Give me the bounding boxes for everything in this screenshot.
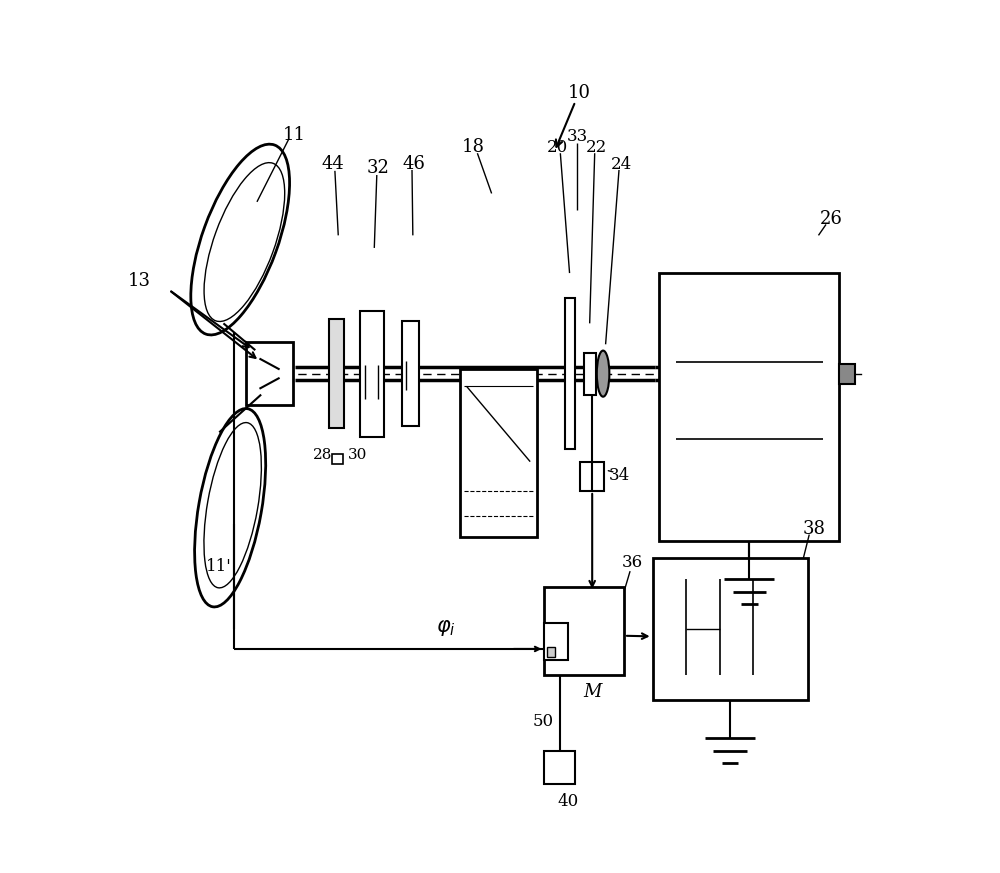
Ellipse shape xyxy=(597,351,609,396)
Bar xyxy=(653,558,808,700)
Text: 13: 13 xyxy=(128,272,151,291)
Text: 11': 11' xyxy=(206,558,232,575)
Text: 10: 10 xyxy=(568,84,591,102)
Text: 46: 46 xyxy=(402,155,425,173)
Text: $\varphi_i$: $\varphi_i$ xyxy=(436,618,455,638)
Text: 18: 18 xyxy=(462,138,485,156)
Bar xyxy=(332,454,343,464)
Text: 50: 50 xyxy=(532,713,553,730)
Text: M: M xyxy=(583,683,602,701)
Text: 22: 22 xyxy=(586,139,607,156)
Text: 32: 32 xyxy=(367,159,390,177)
Ellipse shape xyxy=(204,162,285,321)
Bar xyxy=(659,273,839,541)
Bar xyxy=(544,622,568,660)
Bar xyxy=(565,299,575,449)
Text: 44: 44 xyxy=(321,155,344,173)
Bar xyxy=(547,647,555,656)
Bar xyxy=(360,311,384,436)
Bar xyxy=(246,342,293,405)
Bar xyxy=(584,353,596,395)
Text: 28: 28 xyxy=(313,448,332,462)
Text: 11: 11 xyxy=(283,126,306,144)
Text: 20: 20 xyxy=(546,139,568,156)
Text: 26: 26 xyxy=(820,210,842,228)
Bar xyxy=(839,363,855,384)
Text: 24: 24 xyxy=(611,155,632,173)
Bar xyxy=(460,369,537,537)
Ellipse shape xyxy=(204,423,261,588)
Bar xyxy=(329,320,344,428)
Bar xyxy=(544,751,575,784)
Text: 33: 33 xyxy=(566,128,588,145)
Text: 30: 30 xyxy=(348,448,367,462)
Text: 36: 36 xyxy=(622,553,643,571)
Bar xyxy=(402,321,419,426)
Text: 34: 34 xyxy=(608,466,630,484)
Text: 40: 40 xyxy=(557,793,579,809)
Text: 38: 38 xyxy=(803,519,826,538)
Bar xyxy=(544,588,624,676)
Bar xyxy=(580,462,604,491)
